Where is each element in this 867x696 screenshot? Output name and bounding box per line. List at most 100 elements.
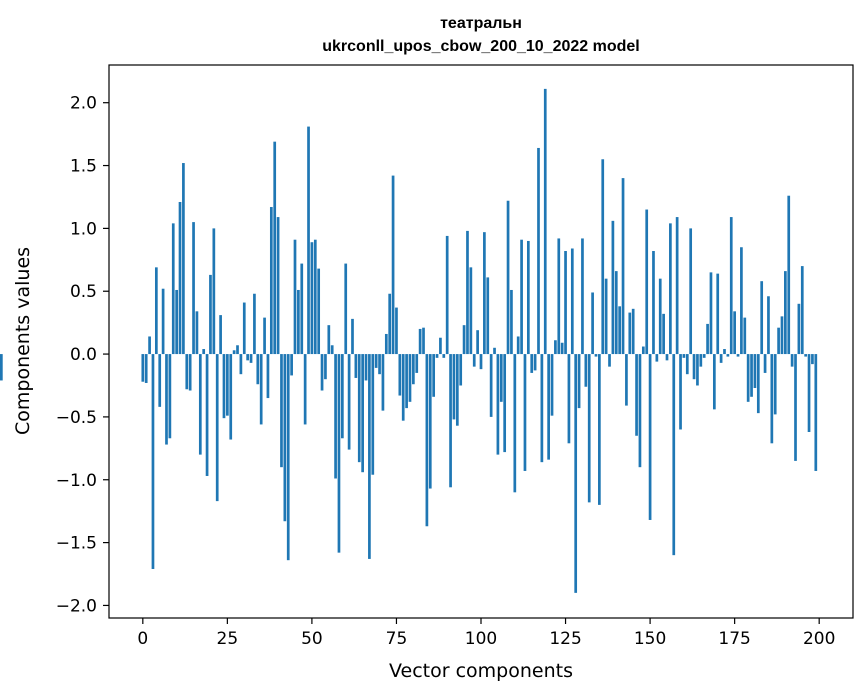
bar <box>219 315 222 355</box>
bar <box>516 336 520 355</box>
bar <box>513 354 517 493</box>
bar <box>472 354 476 367</box>
bar <box>317 268 321 355</box>
x-tick-label: 50 <box>301 629 323 649</box>
bar <box>675 217 679 355</box>
bar <box>679 354 682 430</box>
bar <box>479 354 483 370</box>
bar <box>469 267 473 355</box>
bar <box>253 293 256 355</box>
bar <box>361 354 364 473</box>
bar <box>307 126 310 355</box>
bar <box>770 354 774 444</box>
bar <box>716 273 720 355</box>
bar <box>638 354 642 468</box>
bar <box>462 325 466 355</box>
bar <box>672 354 676 556</box>
bar <box>276 217 280 355</box>
bar <box>523 354 527 471</box>
bar <box>364 354 368 381</box>
y-tick-label: 0.0 <box>70 345 97 365</box>
bar <box>537 147 540 355</box>
bar <box>357 354 361 463</box>
bar <box>652 251 655 355</box>
bar <box>259 354 263 425</box>
bar <box>692 354 696 380</box>
bar <box>540 354 544 463</box>
bar <box>570 248 574 355</box>
chart-title: театральн <box>440 15 522 32</box>
bar <box>780 316 784 355</box>
x-tick-label: 150 <box>634 629 666 649</box>
y-tick-label: 1.0 <box>70 219 97 239</box>
bar <box>351 318 354 355</box>
bar <box>614 271 618 355</box>
bar <box>665 354 669 361</box>
bar <box>736 354 740 357</box>
bar <box>750 354 753 397</box>
bar <box>205 354 209 476</box>
bar <box>760 281 764 355</box>
bar <box>0 354 3 381</box>
bar <box>327 325 331 355</box>
bar <box>685 354 689 375</box>
x-tick-label: 75 <box>386 629 408 649</box>
bar <box>787 195 791 355</box>
bar <box>520 239 523 355</box>
bar <box>290 354 293 376</box>
x-tick-label: 25 <box>217 629 239 649</box>
bar <box>510 289 513 355</box>
bar <box>452 354 456 420</box>
bar <box>550 354 554 416</box>
bar <box>743 317 747 355</box>
bar <box>435 354 439 358</box>
x-axis-ticks: 0 25 50 75 100 125 150 175 200 <box>137 618 835 649</box>
bar <box>533 354 537 371</box>
bar <box>395 307 398 355</box>
bar <box>625 354 628 406</box>
y-axis-label: Components values <box>12 247 34 435</box>
bar <box>554 340 557 355</box>
bar <box>428 354 432 489</box>
bar <box>621 178 625 355</box>
bar <box>560 342 564 355</box>
bar <box>405 354 408 409</box>
bar <box>300 263 304 355</box>
y-tick-label: 1.5 <box>70 157 97 177</box>
bar <box>212 228 216 355</box>
bar <box>784 271 787 355</box>
bar <box>242 302 246 355</box>
bar <box>449 354 452 488</box>
bar <box>486 277 490 355</box>
x-tick-label: 100 <box>465 629 497 649</box>
bar <box>645 209 649 355</box>
bar <box>459 354 463 386</box>
y-tick-label: 0.5 <box>70 282 97 302</box>
bar <box>422 327 425 355</box>
bar <box>334 354 337 479</box>
bar <box>378 354 381 375</box>
bar <box>202 349 206 355</box>
y-tick-label: −1.5 <box>56 534 97 554</box>
bar <box>286 354 290 561</box>
bar <box>412 354 415 385</box>
bar <box>198 354 202 455</box>
bar <box>401 354 405 421</box>
bar <box>740 247 743 355</box>
bar <box>557 238 561 355</box>
bar <box>185 354 189 390</box>
bar <box>489 354 493 417</box>
bar <box>324 354 327 380</box>
bar <box>165 354 168 445</box>
bar <box>794 354 797 461</box>
bar <box>388 293 392 355</box>
bar <box>587 354 591 503</box>
y-axis-ticks: −2.0 −1.5 −1.0 −0.5 0.0 0.5 1.0 1.5 2.0 <box>56 94 109 616</box>
bar <box>313 239 317 355</box>
bar <box>269 207 273 355</box>
x-axis-label: Vector components <box>389 660 573 682</box>
bar <box>340 354 344 439</box>
bar <box>439 337 442 355</box>
bar <box>807 354 811 432</box>
bar <box>236 345 239 355</box>
